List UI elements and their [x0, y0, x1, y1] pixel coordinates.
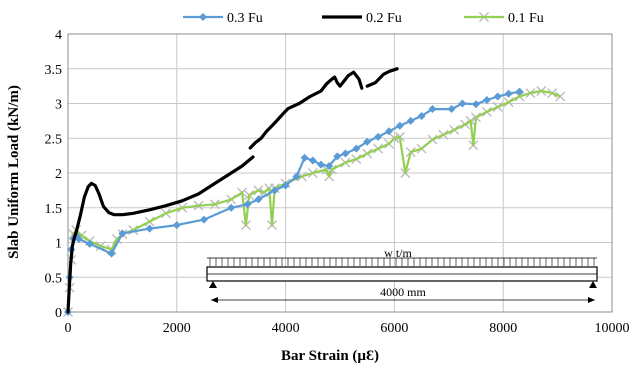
legend-item-0-1-fu: 0.1 Fu [464, 11, 544, 26]
y-tick-label: 3 [55, 98, 62, 113]
y-tick-label: 3.5 [45, 63, 63, 78]
series-line [66, 89, 561, 313]
y-tick-labels: 0 0.5 1 1.5 2 2.5 3 3.5 4 [45, 28, 63, 321]
data-point [341, 149, 350, 158]
right-support [589, 281, 597, 288]
y-axis-label: Slab Uniform Load (kN/m) [6, 85, 22, 259]
legend-label: 0.2 Fu [366, 11, 402, 26]
y-tick-label: 1 [55, 237, 62, 252]
beam-inset: w t/m 4000 mm [206, 246, 598, 303]
data-point [107, 249, 116, 258]
data-point [458, 99, 467, 108]
data-point [243, 200, 252, 209]
plot-area-border [67, 33, 613, 313]
legend-label: 0.3 Fu [227, 11, 263, 26]
data-point [374, 132, 383, 141]
data-point [300, 153, 309, 162]
data-point [85, 239, 94, 248]
left-support [209, 281, 217, 288]
data-point [472, 100, 480, 109]
data-point [325, 162, 334, 171]
x-tick-labels: 0 2000 4000 6000 8000 10000 [65, 321, 630, 336]
span-arrow-left [211, 297, 218, 303]
data-point [428, 105, 437, 114]
span-arrow-right [588, 297, 595, 303]
series-line [66, 155, 255, 314]
data-point [316, 160, 325, 169]
y-tick-label: 2.5 [45, 132, 63, 147]
data-point [482, 96, 491, 105]
x-tick-label: 2000 [163, 321, 191, 336]
data-point [504, 89, 513, 98]
legend-item-0-2-fu: 0.2 Fu [322, 11, 402, 26]
data-point [555, 91, 566, 102]
data-point [493, 92, 502, 101]
y-tick-label: 0.5 [45, 271, 63, 286]
data-point [74, 235, 83, 244]
y-tick-label: 2 [55, 167, 62, 182]
data-point [395, 121, 404, 130]
data-point [384, 127, 393, 136]
data-point [292, 172, 301, 181]
data-point [333, 152, 342, 161]
data-point [281, 181, 290, 190]
inset-load-label: w t/m [384, 246, 412, 260]
legend-item-0-3-fu: 0.3 Fu [183, 11, 263, 26]
x-tick-label: 0 [65, 321, 72, 336]
series-0-3-fu [64, 87, 524, 316]
data-point [118, 229, 127, 238]
data-point [417, 112, 426, 121]
data-point [363, 137, 372, 146]
data-point [515, 87, 524, 96]
plot-frame [67, 33, 613, 313]
series-line [365, 67, 399, 88]
x-tick-label: 8000 [489, 321, 517, 336]
series-0-2-fu [66, 67, 399, 314]
data-point [200, 215, 208, 224]
data-point [308, 156, 317, 165]
data-point [227, 203, 236, 212]
inset-span-label: 4000 mm [380, 285, 426, 299]
data-point [352, 144, 361, 153]
data-point [254, 195, 263, 204]
y-tick-label: 1.5 [45, 202, 63, 217]
x-tick-label: 10000 [595, 321, 630, 336]
x-tick-label: 4000 [272, 321, 300, 336]
data-point [447, 105, 456, 114]
x-marker-stroke [555, 91, 566, 102]
legend: 0.3 Fu 0.2 Fu 0.1 Fu [183, 11, 544, 26]
y-tick-label: 0 [55, 306, 62, 321]
x-axis-label: Bar Strain (µƐ) [281, 348, 379, 364]
legend-marker [199, 13, 207, 21]
x-tick-label: 6000 [380, 321, 408, 336]
series-line [248, 70, 364, 150]
data-point [145, 224, 154, 233]
series-layer [63, 67, 566, 317]
legend-label: 0.1 Fu [508, 11, 544, 26]
y-tick-label: 4 [55, 28, 62, 43]
data-point [270, 186, 279, 195]
data-point [406, 116, 415, 125]
data-point [172, 221, 181, 230]
distributed-load-arrows [207, 257, 597, 266]
